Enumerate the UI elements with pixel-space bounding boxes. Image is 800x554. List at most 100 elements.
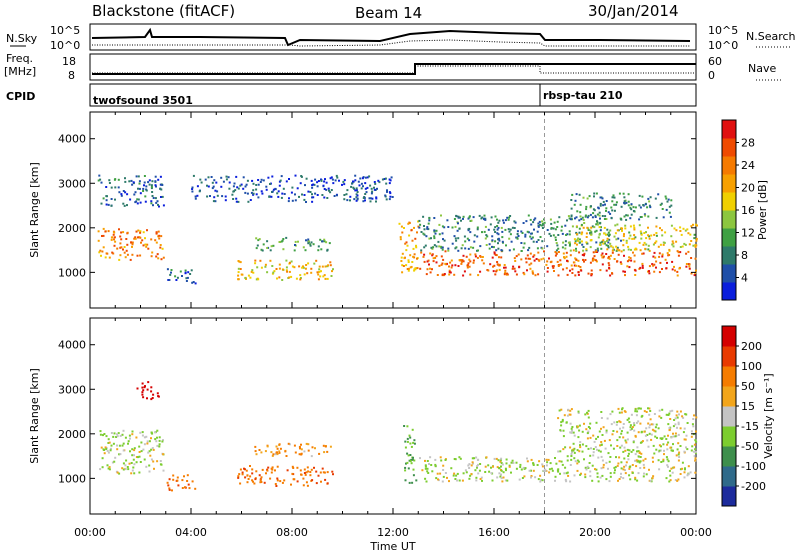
range-cell	[594, 216, 597, 218]
range-cell	[585, 232, 588, 235]
range-cell	[530, 232, 533, 235]
range-cell	[104, 256, 107, 259]
range-cell	[157, 178, 160, 181]
range-cell	[458, 259, 461, 262]
range-cell	[413, 269, 416, 272]
range-cell	[587, 466, 590, 469]
range-cell	[192, 174, 195, 177]
range-cell	[257, 278, 260, 281]
range-cell	[609, 413, 612, 416]
range-cell	[268, 195, 271, 198]
range-cell	[462, 217, 464, 220]
range-cell	[294, 451, 297, 454]
range-cell	[478, 469, 481, 472]
range-cell	[280, 196, 283, 199]
range-cell	[254, 478, 257, 481]
range-cell	[608, 257, 611, 260]
range-cell	[620, 411, 623, 414]
range-cell	[503, 266, 505, 269]
range-cell	[556, 260, 559, 263]
range-cell	[597, 207, 600, 210]
range-cell	[130, 179, 133, 182]
range-cell	[675, 240, 678, 243]
range-cell	[541, 220, 544, 223]
range-cell	[474, 469, 477, 472]
range-cell	[573, 474, 576, 477]
range-cell	[508, 464, 511, 467]
range-cell	[595, 241, 598, 244]
range-cell	[414, 267, 417, 270]
range-cell	[658, 444, 661, 447]
range-cell	[654, 426, 657, 429]
range-cell	[630, 259, 633, 262]
range-cell	[500, 457, 503, 460]
range-cell	[326, 482, 329, 485]
range-cell	[288, 178, 290, 180]
range-cell	[159, 460, 162, 462]
range-cell	[276, 277, 278, 280]
range-cell	[410, 229, 413, 232]
range-cell	[159, 175, 162, 178]
range-cell	[605, 253, 608, 255]
range-cell	[97, 230, 100, 233]
range-cell	[554, 475, 557, 478]
range-cell	[375, 197, 378, 200]
range-cell	[587, 272, 590, 275]
range-cell	[261, 249, 264, 252]
range-cell	[597, 480, 600, 483]
range-cell	[616, 246, 619, 249]
range-cell	[444, 459, 447, 461]
range-cell	[404, 440, 407, 443]
range-cell	[525, 261, 528, 264]
range-cell	[270, 245, 273, 248]
range-cell	[131, 469, 134, 472]
range-cell	[106, 464, 109, 467]
range-cell	[637, 407, 640, 410]
range-cell	[410, 462, 413, 465]
range-cell	[635, 465, 638, 468]
range-cell	[550, 467, 553, 470]
range-cell	[650, 438, 653, 441]
range-cell	[527, 214, 530, 217]
range-cell	[132, 466, 135, 469]
range-cell	[611, 272, 614, 275]
range-cell	[447, 226, 450, 228]
range-cell	[687, 232, 690, 235]
range-cell	[615, 238, 618, 241]
nave-tick-low: 0	[708, 69, 715, 82]
range-cell	[640, 233, 643, 236]
range-cell	[666, 252, 669, 255]
range-cell	[271, 265, 274, 267]
range-cell	[607, 241, 610, 244]
range-cell	[592, 451, 595, 454]
range-cell	[272, 271, 275, 274]
range-cell	[413, 442, 416, 445]
range-cell	[639, 422, 642, 425]
power-marks	[97, 112, 698, 308]
range-cell	[261, 192, 264, 195]
range-cell	[426, 226, 429, 229]
range-cell	[150, 458, 153, 461]
range-cell	[475, 479, 478, 482]
range-cell	[642, 204, 645, 206]
range-cell	[501, 463, 504, 466]
range-cell	[330, 275, 333, 277]
range-cell	[596, 472, 599, 475]
range-cell	[639, 460, 642, 463]
range-cell	[646, 439, 649, 442]
range-cell	[145, 245, 148, 248]
range-cell	[631, 471, 634, 474]
range-cell	[500, 473, 502, 476]
range-cell	[657, 193, 660, 196]
range-cell	[570, 215, 573, 218]
range-cell	[497, 233, 500, 236]
range-cell	[257, 179, 260, 181]
nave-label: Nave	[748, 62, 776, 75]
range-cell	[142, 244, 145, 247]
range-cell	[406, 440, 409, 443]
range-cell	[629, 217, 632, 220]
range-cell	[532, 221, 535, 224]
range-cell	[304, 267, 307, 270]
range-cell	[569, 446, 572, 449]
range-cell	[611, 196, 614, 199]
